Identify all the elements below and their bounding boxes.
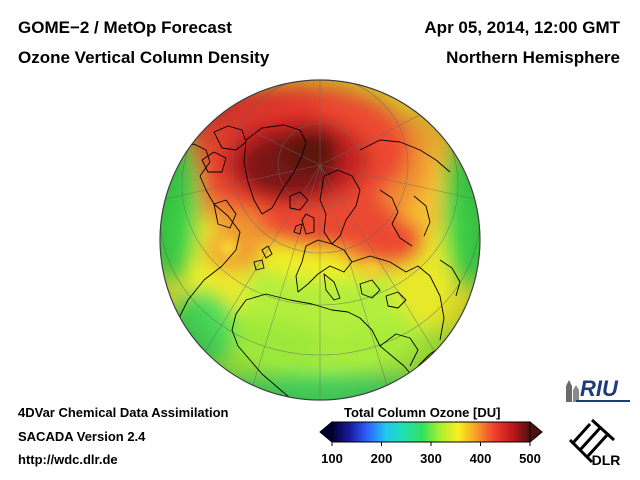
riu-logo-tower <box>566 380 572 402</box>
dlr-logo-mark <box>568 418 616 464</box>
dlr-logo: DLR <box>568 418 621 468</box>
dlr-logo-text: DLR <box>592 452 621 468</box>
footer-version: SACADA Version 2.4 <box>18 429 146 444</box>
colorbar-tick-label: 300 <box>420 451 442 466</box>
colorbar-legend <box>319 420 543 446</box>
colorbar-min-arrow <box>319 420 333 444</box>
footer-url[interactable]: http://wdc.dlr.de <box>18 452 118 467</box>
colorbar-tick-label: 100 <box>321 451 343 466</box>
riu-logo-text: RIU <box>580 376 619 401</box>
colorbar-tick-label: 500 <box>519 451 541 466</box>
title-region: Northern Hemisphere <box>446 48 620 67</box>
title-product: GOME−2 / MetOp Forecast <box>18 18 232 37</box>
title-datetime: Apr 05, 2014, 12:00 GMT <box>424 18 620 37</box>
riu-logo-tower <box>573 385 579 402</box>
globe-outline <box>159 79 481 401</box>
colorbar-title: Total Column Ozone [DU] <box>344 405 501 420</box>
colorbar-tick-label: 400 <box>469 451 492 466</box>
colorbar-tick-label: 200 <box>370 451 393 466</box>
ozone-field <box>160 80 480 400</box>
footer-method: 4DVar Chemical Data Assimilation <box>18 405 229 420</box>
colorbar-max-arrow <box>529 420 543 444</box>
colorbar-gradient <box>331 421 531 443</box>
title-quantity: Ozone Vertical Column Density <box>18 48 270 67</box>
riu-logo: RIU <box>566 376 630 402</box>
